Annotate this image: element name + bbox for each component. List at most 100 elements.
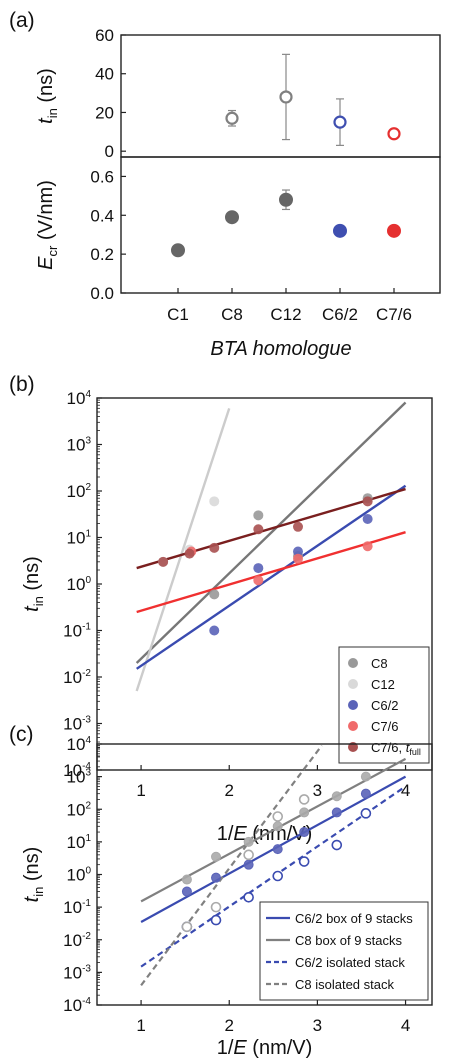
panel-b-label: (b) bbox=[9, 373, 35, 396]
panel-b-ytick-label: 100 bbox=[67, 575, 92, 594]
panel-a-point bbox=[171, 243, 185, 258]
panel-b-fit-line bbox=[136, 487, 406, 570]
panel-c-ytick-label: 104 bbox=[67, 735, 92, 754]
panel-b-point bbox=[293, 521, 303, 532]
panel-b-point bbox=[209, 496, 220, 507]
panel-c-point bbox=[211, 851, 222, 862]
panel-c-point bbox=[360, 788, 371, 799]
panel-b-xlabel: 1/E (nm/V) bbox=[217, 823, 313, 845]
panel-a-subplot-2-ylabel: Ecr (V/nm) bbox=[35, 180, 60, 270]
panel-c-point bbox=[181, 921, 193, 933]
panel-c-point bbox=[299, 807, 310, 818]
panel-c-point bbox=[360, 808, 372, 819]
panel-c-point bbox=[272, 811, 284, 822]
panel-a-ytick-label: 0.6 bbox=[90, 167, 114, 186]
panel-c-legend-label: C6/2 isolated stack bbox=[295, 955, 405, 970]
panel-b-fit-line bbox=[136, 531, 406, 614]
panel-b-legend-label: C12 bbox=[371, 677, 395, 692]
panel-c-xtick-label: 4 bbox=[401, 1016, 410, 1035]
panel-b-ytick-label: 10-3 bbox=[63, 715, 91, 734]
panel-c-xtick-label: 1 bbox=[136, 1016, 145, 1035]
panel-a-point bbox=[279, 192, 293, 207]
panel-a-xtick-label: C12 bbox=[270, 305, 301, 324]
panel-b-ytick-label: 102 bbox=[67, 482, 92, 501]
panel-c-ytick-label: 10-1 bbox=[63, 898, 91, 917]
panel-b-xtick-label: 2 bbox=[225, 781, 234, 800]
panel-a-point bbox=[333, 223, 347, 238]
panel-c-point bbox=[181, 874, 192, 885]
panel-c-ytick-label: 103 bbox=[67, 768, 92, 787]
panel-a-subplot-2-frame bbox=[120, 156, 441, 294]
panel-b-xtick-label: 3 bbox=[313, 781, 322, 800]
panel-b-fit-line bbox=[135, 484, 407, 670]
panel-c-point bbox=[272, 844, 283, 855]
panel-b-point bbox=[253, 524, 264, 535]
panel-a-point bbox=[387, 127, 401, 141]
panel-c-frame bbox=[96, 743, 433, 1006]
panel-b-legend-label: C7/6 bbox=[371, 719, 398, 734]
panel-b-legend-marker bbox=[348, 700, 358, 710]
panel-b-legend-label: C8 bbox=[371, 656, 388, 671]
panel-b-point bbox=[253, 563, 264, 574]
panel-b-legend-marker bbox=[348, 679, 358, 689]
panel-c-point bbox=[243, 859, 254, 870]
panel-c-ytick-label: 10-2 bbox=[63, 931, 91, 950]
panel-c-label: (c) bbox=[9, 723, 34, 746]
panel-a-ytick-label: 0 bbox=[105, 142, 114, 161]
panel-c-fit-line bbox=[140, 744, 323, 987]
panel-a-xlabel: BTA homologue bbox=[210, 338, 351, 360]
panel-c-point bbox=[299, 827, 310, 838]
panel-b-ytick-label: 10-2 bbox=[63, 668, 91, 687]
panel-b-point bbox=[362, 541, 373, 552]
panel-b-xtick-label: 1 bbox=[136, 781, 145, 800]
panel-b-legend-label: C6/2 bbox=[371, 698, 398, 713]
panel-c-xtick-label: 3 bbox=[313, 1016, 322, 1035]
panel-c-point bbox=[181, 886, 192, 897]
panel-c-point bbox=[243, 849, 254, 861]
panel-c-point bbox=[331, 791, 342, 802]
panel-c-point bbox=[210, 914, 222, 926]
panel-b-fit-line bbox=[135, 407, 231, 692]
panel-a-subplot-1-ylabel: tin (ns) bbox=[35, 68, 60, 124]
panel-c-ytick-label: 100 bbox=[67, 866, 92, 885]
panel-c-ylabel: tin (ns) bbox=[21, 847, 46, 903]
panel-c-point bbox=[360, 771, 371, 782]
panel-b-fit-line bbox=[135, 401, 407, 664]
panel-a-label: (a) bbox=[9, 9, 35, 32]
panel-a-xtick-label: C7/6 bbox=[376, 305, 412, 324]
panel-a-xtick-label: C1 bbox=[167, 305, 189, 324]
panel-c-point bbox=[298, 856, 310, 867]
panel-a-xtick-label: C8 bbox=[221, 305, 243, 324]
panel-b-legend-marker bbox=[348, 721, 358, 731]
panel-b-point bbox=[209, 625, 220, 636]
panel-b-point bbox=[158, 556, 169, 567]
panel-c-point bbox=[272, 821, 283, 832]
panel-c-legend-label: C6/2 box of 9 stacks bbox=[295, 911, 413, 926]
panel-c-point bbox=[298, 794, 310, 805]
panel-a-point bbox=[333, 115, 347, 129]
panel-b-legend-marker bbox=[348, 658, 358, 668]
panel-c-ytick-label: 10-3 bbox=[63, 963, 91, 982]
panel-b-plot-area bbox=[135, 401, 407, 692]
panel-a-xtick-label: C6/2 bbox=[322, 305, 358, 324]
panel-c-point bbox=[210, 901, 222, 913]
panel-c-legend-label: C8 isolated stack bbox=[295, 977, 394, 992]
panel-b-point bbox=[293, 553, 303, 564]
panel-c-point bbox=[211, 872, 222, 883]
panel-c-ytick-label: 10-4 bbox=[63, 996, 91, 1015]
panel-a-ytick-label: 0.4 bbox=[90, 206, 114, 225]
panel-a-point bbox=[279, 90, 293, 104]
panel-b-point bbox=[253, 510, 264, 521]
panel-b-ytick-label: 10-4 bbox=[63, 761, 91, 780]
panel-b-xtick-label: 4 bbox=[401, 781, 410, 800]
panel-c-point bbox=[331, 839, 343, 851]
panel-c-xlabel: 1/E (nm/V) bbox=[217, 1037, 313, 1059]
panel-b-ytick-label: 103 bbox=[67, 436, 92, 455]
panel-a-ytick-label: 20 bbox=[95, 103, 114, 122]
panel-c-point bbox=[331, 807, 342, 818]
panel-b-point bbox=[253, 575, 264, 586]
panel-c-legend-label: C8 box of 9 stacks bbox=[295, 933, 402, 948]
panel-b-point bbox=[209, 589, 220, 600]
panel-c-ytick-label: 101 bbox=[67, 833, 92, 852]
